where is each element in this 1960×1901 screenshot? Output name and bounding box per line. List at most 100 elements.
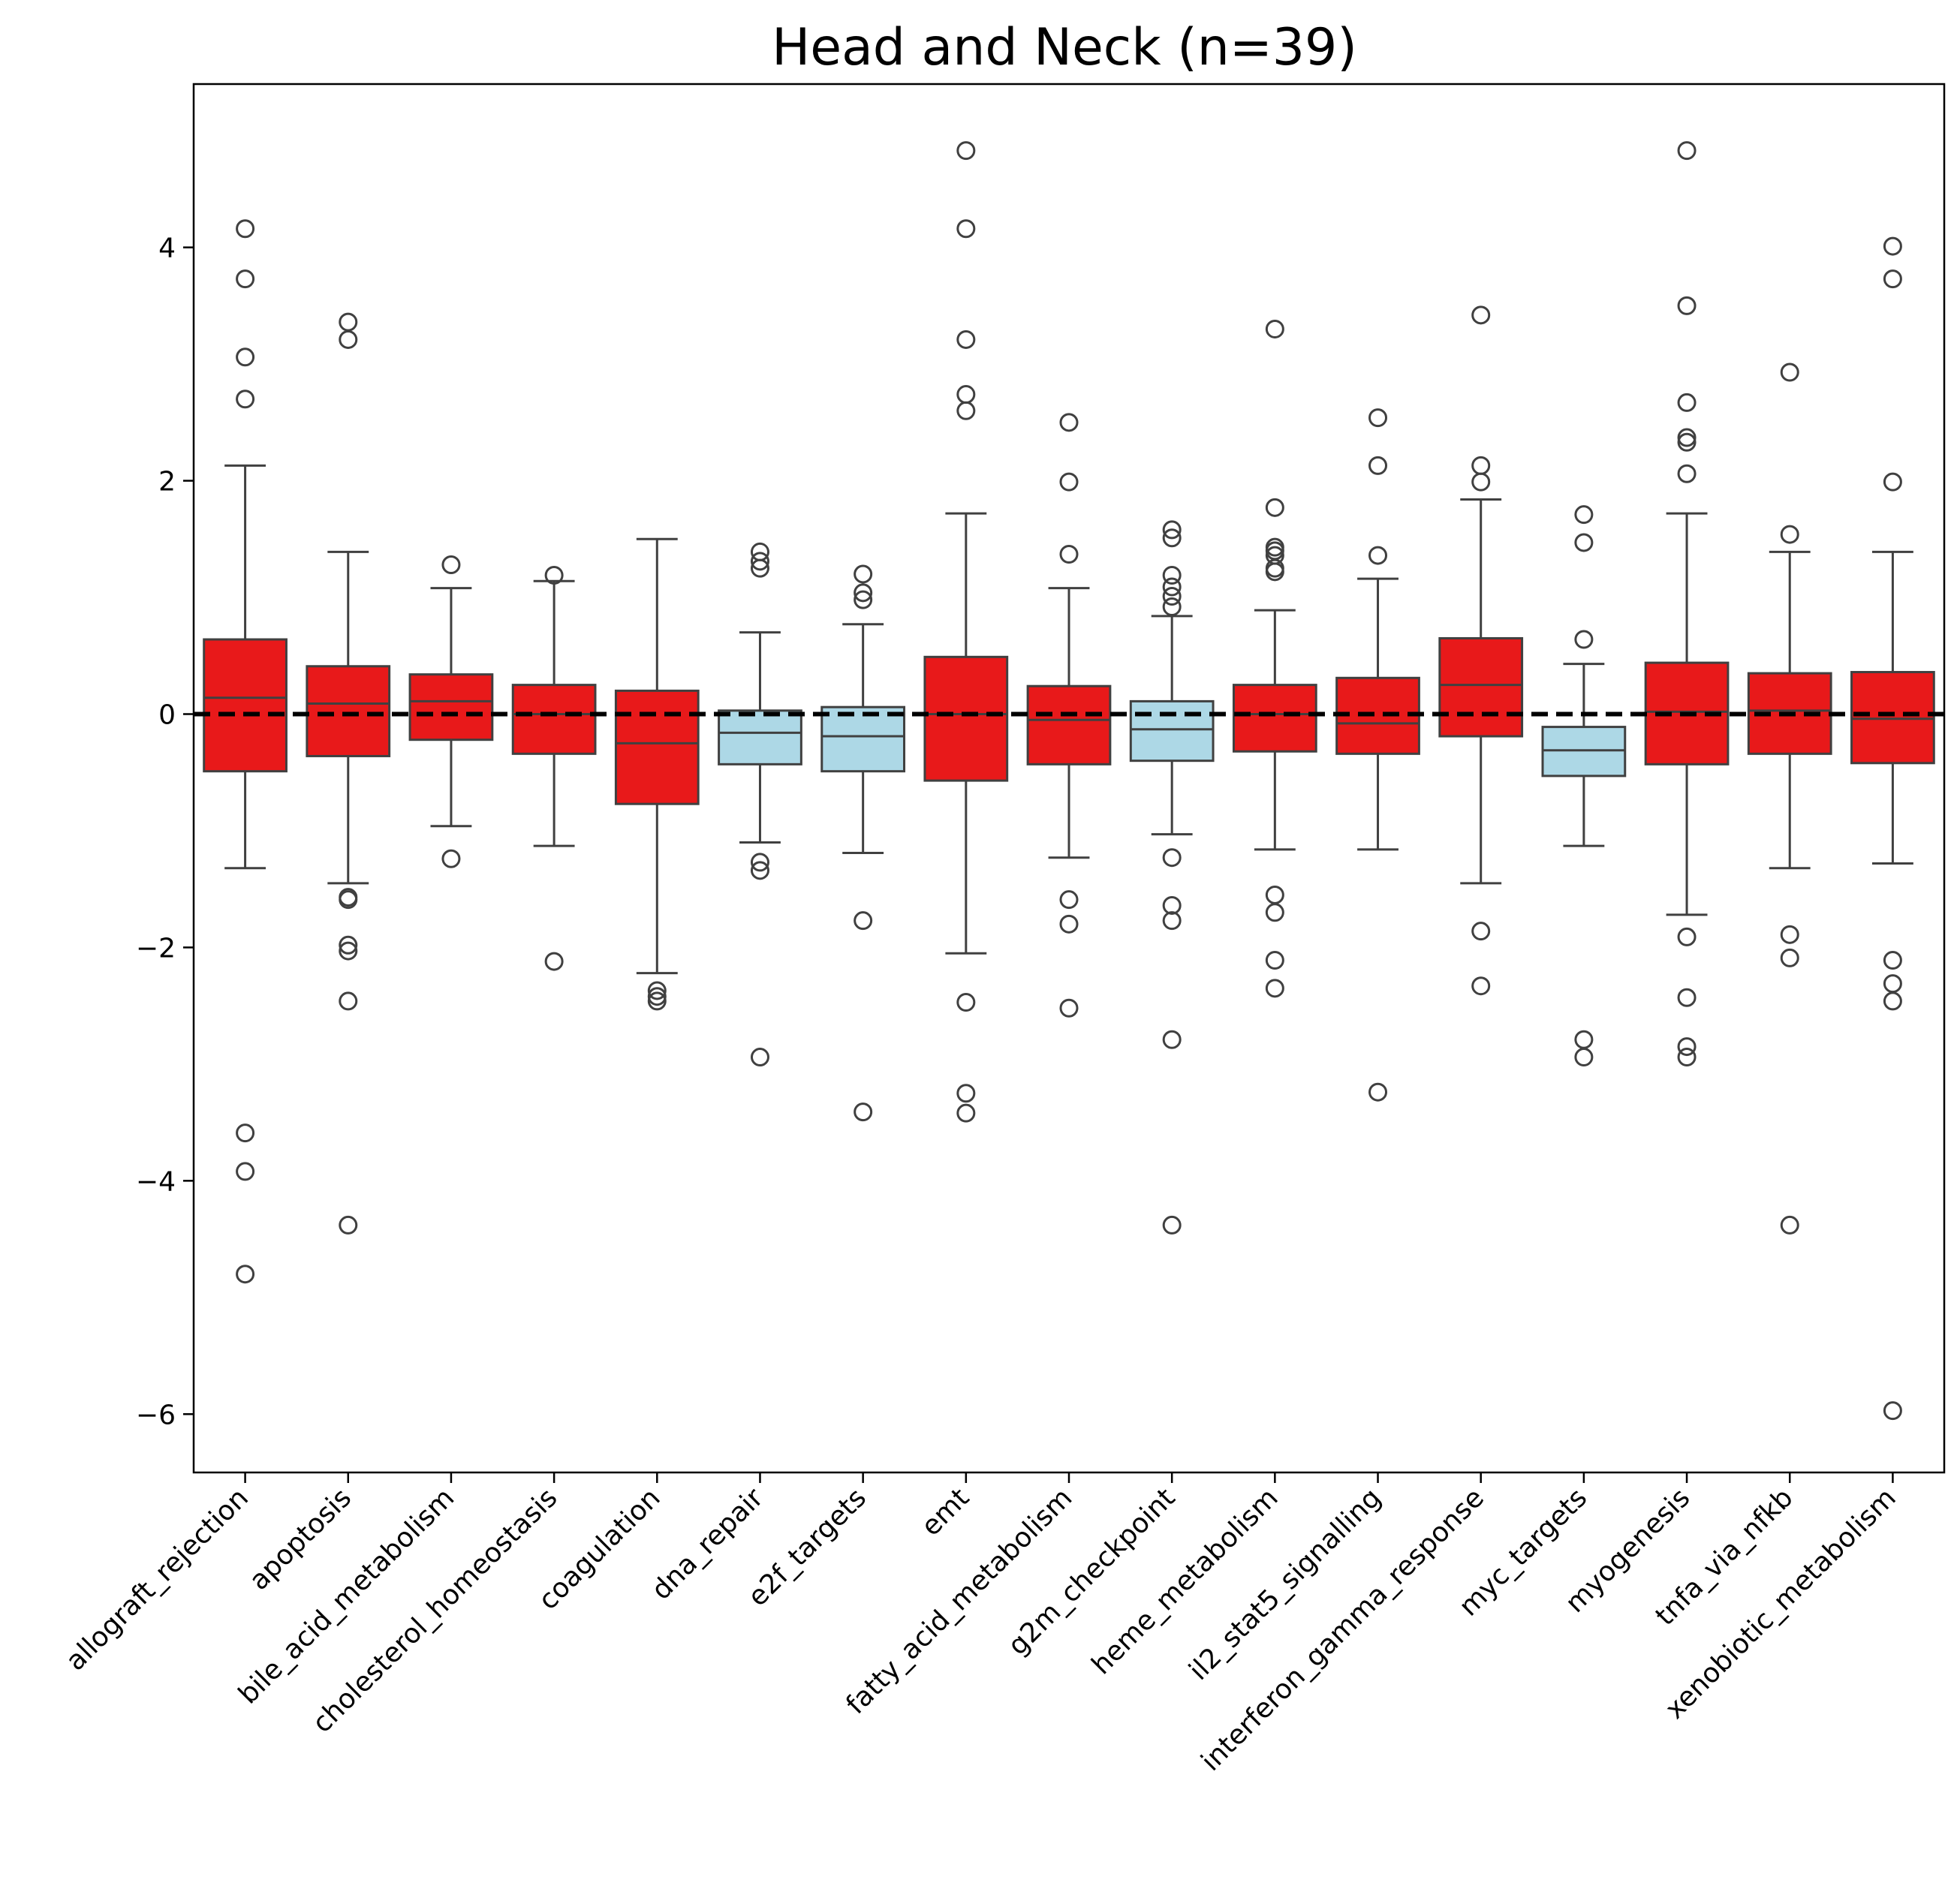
- box-group-emt: [923, 141, 1009, 1123]
- outlier-point: [236, 1265, 255, 1284]
- outlier-point: [236, 1123, 255, 1143]
- outlier-point: [1368, 546, 1388, 565]
- outlier-point: [1471, 976, 1491, 996]
- outlier-point: [750, 558, 769, 578]
- box-group-e2f_targets: [820, 564, 906, 1122]
- outlier-point: [750, 853, 769, 872]
- outlier-point: [1574, 533, 1594, 552]
- outlier-point: [956, 992, 976, 1012]
- outlier-point: [1883, 974, 1902, 994]
- box-group-cholesterol_homeostasis: [511, 565, 597, 971]
- outlier-point: [1162, 1215, 1182, 1235]
- box: [511, 684, 597, 755]
- y-tick-label: −4: [136, 1166, 176, 1197]
- box-group-xenobiotic_metabolism: [1850, 236, 1935, 1421]
- outlier-point: [1265, 562, 1284, 582]
- outlier-point: [956, 1084, 976, 1103]
- outlier-point: [854, 583, 873, 603]
- outlier-point: [1162, 848, 1182, 868]
- outlier-point: [1574, 505, 1594, 525]
- box-group-heme_metabolism: [1232, 319, 1317, 998]
- box: [1541, 726, 1627, 778]
- outlier-point: [1780, 525, 1799, 544]
- box-group-apoptosis: [306, 312, 391, 1235]
- outlier-point: [956, 141, 976, 161]
- outlier-point: [339, 935, 358, 955]
- box-group-g2m_checkpoint: [1129, 520, 1215, 1235]
- outlier-point: [1471, 472, 1491, 492]
- outlier-point: [1574, 630, 1594, 649]
- outlier-point: [1883, 236, 1902, 256]
- box-group-myogenesis: [1644, 141, 1730, 1067]
- box-group-fatty_acid_metabolism: [1026, 413, 1112, 1018]
- outlier-point: [1883, 269, 1902, 289]
- outlier-point: [1162, 577, 1182, 597]
- outlier-point: [750, 1048, 769, 1067]
- outlier-point: [441, 849, 461, 868]
- x-tick-label: apoptosis: [243, 1482, 357, 1596]
- box: [1026, 684, 1112, 766]
- outlier-point: [1883, 472, 1902, 492]
- outlier-point: [1265, 885, 1284, 904]
- outlier-point: [1162, 520, 1182, 540]
- outlier-point: [1677, 927, 1697, 946]
- x-tick-label: bile_acid_metabolism: [233, 1482, 460, 1710]
- box: [1850, 671, 1935, 765]
- box: [1129, 699, 1215, 763]
- y-tick-label: 2: [158, 467, 176, 498]
- outlier-point: [1677, 988, 1697, 1007]
- outlier-point: [236, 390, 255, 409]
- box-group-allograft_rejection: [203, 219, 288, 1284]
- outlier-point: [1162, 586, 1182, 606]
- outlier-point: [1162, 1030, 1182, 1049]
- box-group-myc_targets: [1541, 505, 1627, 1067]
- outlier-point: [647, 987, 667, 1006]
- x-tick-label: emt: [916, 1482, 975, 1542]
- outlier-point: [1368, 456, 1388, 475]
- outlier-point: [1265, 951, 1284, 970]
- y-tick-label: 4: [158, 233, 176, 264]
- plot-frame: [192, 83, 1946, 1474]
- outlier-point: [1059, 890, 1079, 910]
- outlier-point: [1162, 528, 1182, 548]
- outlier-point: [339, 890, 358, 910]
- outlier-point: [956, 329, 976, 349]
- y-tick-label: −6: [136, 1400, 176, 1430]
- outlier-point: [854, 564, 873, 584]
- box: [306, 665, 391, 757]
- outlier-point: [1677, 296, 1697, 315]
- box: [408, 673, 494, 741]
- outlier-point: [1368, 1082, 1388, 1102]
- box-group-tnfa_via_nfkb: [1747, 362, 1832, 1235]
- outlier-point: [339, 329, 358, 349]
- outlier-point: [1059, 413, 1079, 432]
- outlier-point: [339, 991, 358, 1011]
- outlier-point: [1780, 1215, 1799, 1235]
- outlier-point: [750, 552, 769, 571]
- outlier-point: [956, 385, 976, 405]
- y-tick-label: 0: [158, 699, 176, 730]
- outlier-point: [1883, 951, 1902, 970]
- outlier-point: [441, 555, 461, 575]
- outlier-point: [339, 312, 358, 332]
- outlier-point: [1780, 362, 1799, 382]
- outlier-point: [1677, 464, 1697, 483]
- outlier-point: [956, 219, 976, 239]
- outlier-point: [1059, 545, 1079, 564]
- box-group-bile_acid_metabolism: [408, 555, 494, 868]
- outlier-point: [854, 590, 873, 609]
- outlier-point: [1162, 911, 1182, 931]
- outlier-point: [1780, 925, 1799, 944]
- outlier-point: [1677, 428, 1697, 447]
- outlier-point: [854, 911, 873, 931]
- x-tick-label: il2_stat5_signalling: [1183, 1482, 1387, 1686]
- outlier-point: [1574, 1030, 1594, 1049]
- box-group-coagulation: [614, 537, 700, 1011]
- outlier-point: [1059, 914, 1079, 934]
- outlier-point: [1677, 393, 1697, 412]
- outlier-point: [1471, 922, 1491, 941]
- outlier-point: [1265, 319, 1284, 338]
- outlier-point: [1574, 1048, 1594, 1067]
- x-tick-label: heme_metabolism: [1086, 1482, 1284, 1680]
